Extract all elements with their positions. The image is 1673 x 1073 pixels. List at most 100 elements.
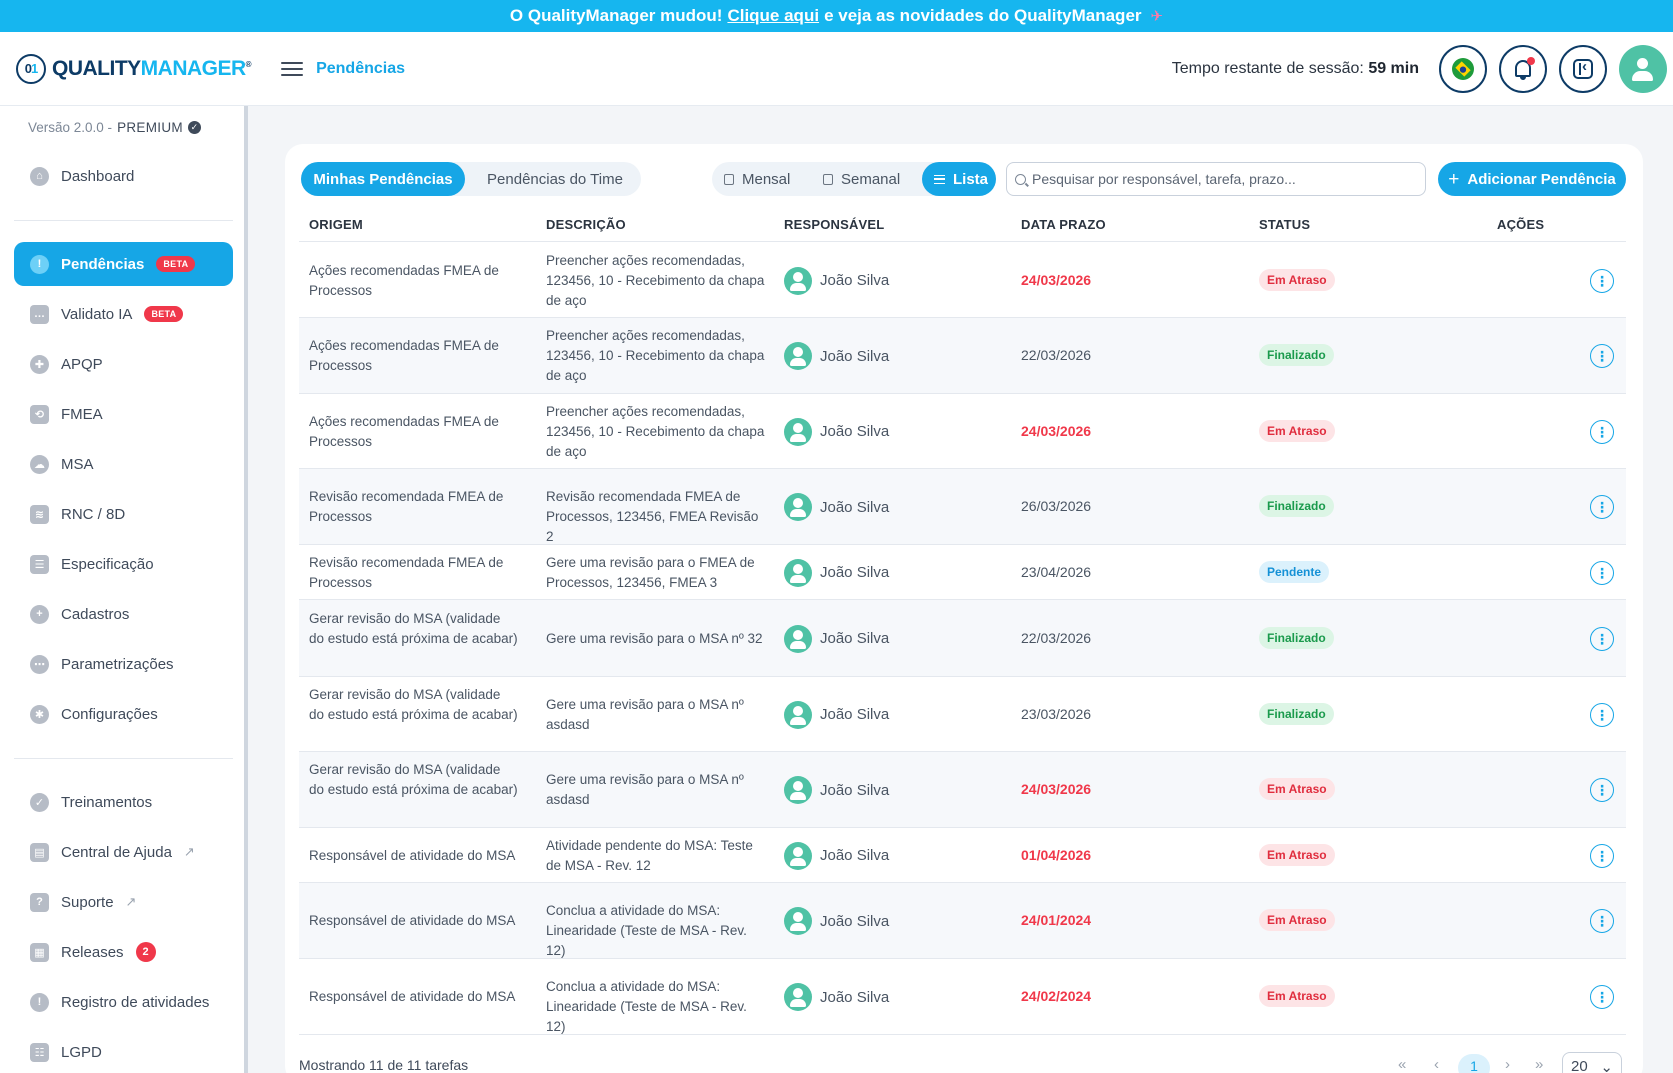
announcement-banner: O QualityManager mudou! Clique aqui e ve… <box>0 0 1673 32</box>
table-row[interactable] <box>299 318 1626 394</box>
sidebar-item-msa[interactable]: ☁ MSA <box>14 442 233 486</box>
origem-cell: Revisão recomendada FMEA de Processos <box>309 554 504 590</box>
sidebar-item-parametrizacoes[interactable]: ⋯ Parametrizações <box>14 642 233 686</box>
sidebar-item-cadastros[interactable]: + Cadastros <box>14 592 233 636</box>
tab-minhas-pendencias[interactable]: Minhas Pendências <box>301 162 465 196</box>
search-input[interactable] <box>1032 171 1422 187</box>
table-row[interactable] <box>299 677 1626 752</box>
more-actions-button[interactable]: ⋮ <box>1590 495 1614 519</box>
sidebar-item-label: Cadastros <box>61 605 130 623</box>
sidebar-item-treinamentos[interactable]: ✓ Treinamentos <box>14 780 233 824</box>
more-actions-button[interactable]: ⋮ <box>1590 985 1614 1009</box>
more-actions-button[interactable]: ⋮ <box>1590 419 1614 444</box>
sidebar-item-validato-ia[interactable]: … Validato IA BETA <box>14 292 233 336</box>
sidebar-item-configuracoes[interactable]: ✱ Configurações <box>14 692 233 736</box>
user-avatar-button[interactable] <box>1619 44 1667 93</box>
column-header-data-prazo[interactable]: DATA PRAZO <box>1021 217 1106 232</box>
language-button[interactable] <box>1439 44 1487 93</box>
sidebar-item-label: Validato IA <box>61 305 133 323</box>
column-header-descricao[interactable]: DESCRIÇÃO <box>546 217 626 232</box>
last-page-button[interactable]: » <box>1535 1056 1544 1073</box>
rocket-icon: ✈ <box>1150 8 1164 25</box>
view-semanal-button[interactable]: Semanal <box>811 162 919 196</box>
list-icon <box>934 174 945 184</box>
avatar-icon <box>784 558 812 587</box>
responsavel-name: João Silva <box>820 847 890 864</box>
next-page-button[interactable]: › <box>1505 1056 1510 1073</box>
data-prazo-cell: 24/01/2024 <box>1021 912 1092 928</box>
column-header-responsavel[interactable]: RESPONSÁVEL <box>784 217 885 232</box>
column-header-status[interactable]: STATUS <box>1259 217 1311 232</box>
external-link-icon: ↗ <box>125 894 137 909</box>
table-row[interactable] <box>299 394 1626 469</box>
sidebar-scrollbar[interactable] <box>244 106 248 1073</box>
sidebar-item-pendencias[interactable]: ! Pendências BETA <box>14 242 233 286</box>
data-prazo-cell: 24/03/2026 <box>1021 422 1092 439</box>
descricao-cell: Gere uma revisão para o MSA nº 32 <box>546 630 763 646</box>
sidebar-item-label: Pendências <box>61 255 145 273</box>
view-mensal-button[interactable]: Mensal <box>712 162 808 196</box>
sidebar-item-dashboard[interactable]: ⌂ Dashboard <box>14 154 233 198</box>
column-header-origem[interactable]: ORIGEM <box>309 217 363 232</box>
data-prazo-cell: 22/03/2026 <box>1021 629 1092 646</box>
bell-icon <box>1515 60 1531 80</box>
page-1-button[interactable]: 1 <box>1458 1054 1490 1073</box>
per-page-select[interactable]: 20 ⌄ <box>1562 1052 1622 1073</box>
more-actions-button[interactable]: ⋮ <box>1590 268 1614 293</box>
table-row[interactable] <box>299 959 1626 1035</box>
tab-pendencias-do-time[interactable]: Pendências do Time <box>487 170 623 188</box>
prev-page-button[interactable]: ‹ <box>1434 1056 1439 1073</box>
sidebar-item-lgpd[interactable]: ☷ LGPD <box>14 1030 233 1073</box>
responsavel-cell: João Silva <box>784 907 889 935</box>
menu-icon[interactable] <box>281 61 304 76</box>
sidebar-item-fmea[interactable]: ⟲ FMEA <box>14 392 233 436</box>
sidebar-item-registro-de-atividades[interactable]: ! Registro de atividades <box>14 980 233 1024</box>
help-icon: ? <box>30 892 49 912</box>
table-row[interactable] <box>299 828 1626 883</box>
sidebar-item-rnc-8d[interactable]: ≋ RNC / 8D <box>14 492 233 536</box>
status-badge: Em Atraso <box>1259 778 1335 800</box>
avatar-icon <box>784 417 812 446</box>
checklist-icon: ☷ <box>30 1042 49 1062</box>
more-actions-button[interactable]: ⋮ <box>1590 626 1614 651</box>
banner-link[interactable]: Clique aqui <box>727 6 820 25</box>
table-row[interactable] <box>299 545 1626 600</box>
status-badge: Em Atraso <box>1259 985 1335 1007</box>
table-header <box>299 210 1626 242</box>
avatar-icon <box>784 700 812 729</box>
sidebar-item-apqp[interactable]: ✚ APQP <box>14 342 233 386</box>
more-actions-button[interactable]: ⋮ <box>1590 702 1614 727</box>
calendar-icon <box>823 173 833 185</box>
sidebar-item-label: Especificação <box>61 555 154 573</box>
add-pendencia-button[interactable]: + Adicionar Pendência <box>1438 162 1626 196</box>
info-icon: ! <box>30 992 49 1012</box>
collapse-sidebar-button[interactable] <box>1559 44 1607 93</box>
table-row[interactable] <box>299 243 1626 318</box>
brazil-flag-icon <box>1452 57 1474 80</box>
more-actions-button[interactable]: ⋮ <box>1590 778 1614 802</box>
sidebar-item-central-de-ajuda[interactable]: ▤ Central de Ajuda ↗ <box>14 830 233 874</box>
avatar-icon <box>784 342 812 370</box>
notifications-button[interactable] <box>1499 44 1547 93</box>
responsavel-cell: João Silva <box>784 776 889 804</box>
more-actions-button[interactable]: ⋮ <box>1590 843 1614 868</box>
more-actions-button[interactable]: ⋮ <box>1590 560 1614 585</box>
session-value: 59 min <box>1368 59 1419 77</box>
table-row[interactable] <box>299 600 1626 677</box>
sidebar-item-suporte[interactable]: ? Suporte ↗ <box>14 880 233 924</box>
more-actions-button[interactable]: ⋮ <box>1590 909 1614 933</box>
results-count: Mostrando 11 de 11 tarefas <box>299 1057 469 1073</box>
sidebar-collapse-icon <box>1573 58 1593 79</box>
sidebar-item-releases[interactable]: ▦ Releases 2 <box>14 930 233 974</box>
layers-icon: ≋ <box>30 504 49 524</box>
descricao-cell: Preencher ações recomendadas, 123456, 10… <box>546 328 765 383</box>
table-row[interactable] <box>299 469 1626 545</box>
responsavel-cell: João Silva <box>784 417 889 446</box>
table-row[interactable] <box>299 752 1626 828</box>
sidebar-item-especificacao[interactable]: ☰ Especificação <box>14 542 233 586</box>
table-row[interactable] <box>299 883 1626 959</box>
more-actions-button[interactable]: ⋮ <box>1590 344 1614 368</box>
first-page-button[interactable]: « <box>1398 1056 1407 1073</box>
view-lista-button[interactable]: Lista <box>922 162 996 196</box>
